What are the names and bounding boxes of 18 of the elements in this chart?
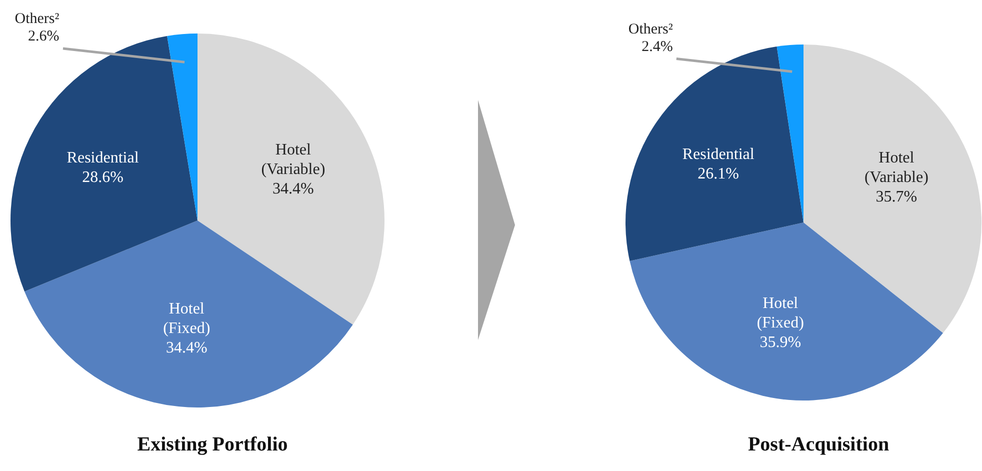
data-label: 26.1%: [698, 165, 740, 182]
text: Post-Acquisition: [748, 434, 890, 456]
slice-label: Hotel (Variable): [864, 150, 928, 186]
slice-label: Hotel (Variable): [261, 141, 326, 178]
data-label: 34.4%: [166, 339, 208, 356]
data-label: 35.7%: [876, 188, 918, 206]
data-label: 34.4%: [272, 180, 314, 198]
slice-label: Hotel (Fixed): [163, 300, 210, 337]
slice-label: Residential: [682, 146, 755, 163]
data-label: 2.6%: [28, 28, 60, 45]
data-label: 35.9%: [760, 334, 802, 352]
slice-label: Others²: [628, 22, 674, 38]
data-label: 2.4%: [642, 39, 673, 56]
slice-label: Residential: [66, 149, 140, 166]
slice-label: Hotel (Fixed): [756, 295, 804, 332]
slice-label: Others²: [14, 11, 60, 28]
text: Existing Portfolio: [137, 434, 288, 456]
data-label: 28.6%: [82, 168, 124, 186]
